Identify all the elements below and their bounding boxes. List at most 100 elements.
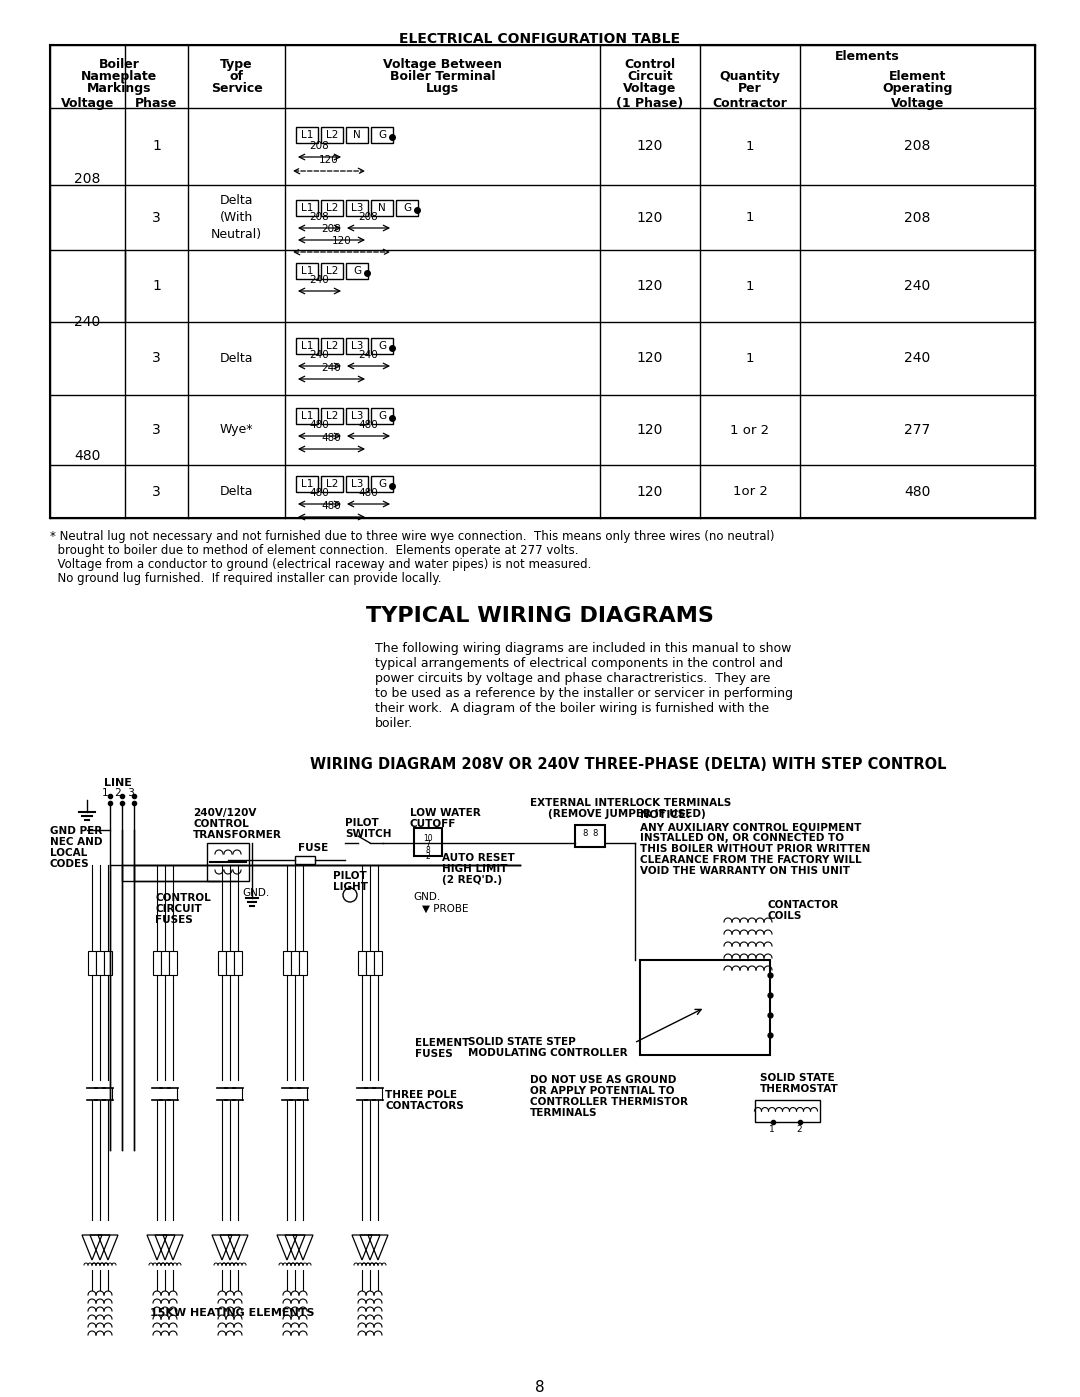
Text: 1: 1 xyxy=(746,279,754,292)
Text: 1 or 2: 1 or 2 xyxy=(730,423,770,436)
Text: G: G xyxy=(378,411,386,420)
Text: Type: Type xyxy=(220,59,253,71)
Text: 10: 10 xyxy=(423,834,433,842)
Text: 3: 3 xyxy=(152,485,161,499)
Text: L3: L3 xyxy=(351,203,363,212)
Text: 240: 240 xyxy=(322,363,341,373)
Text: Control: Control xyxy=(624,59,676,71)
Bar xyxy=(374,951,382,975)
Bar xyxy=(346,263,368,279)
Text: L2: L2 xyxy=(326,203,338,212)
Text: 15KW HEATING ELEMENTS: 15KW HEATING ELEMENTS xyxy=(150,1308,314,1317)
Text: INSTALLED ON, OR CONNECTED TO: INSTALLED ON, OR CONNECTED TO xyxy=(640,833,843,842)
Text: THIS BOILER WITHOUT PRIOR WRITTEN: THIS BOILER WITHOUT PRIOR WRITTEN xyxy=(640,844,870,854)
Text: 240: 240 xyxy=(310,275,329,285)
Text: 120: 120 xyxy=(637,140,663,154)
Bar xyxy=(366,951,374,975)
Bar xyxy=(226,951,234,975)
Text: Phase: Phase xyxy=(135,96,178,110)
Text: * Neutral lug not necessary and not furnished due to three wire wye connection. : * Neutral lug not necessary and not furn… xyxy=(50,529,774,543)
Bar xyxy=(346,127,368,142)
Text: Voltage: Voltage xyxy=(60,96,114,110)
Text: 480: 480 xyxy=(75,450,100,464)
Text: L3: L3 xyxy=(351,479,363,489)
Text: CLEARANCE FROM THE FACTORY WILL: CLEARANCE FROM THE FACTORY WILL xyxy=(640,855,862,865)
Text: ELEMENT: ELEMENT xyxy=(415,1038,470,1048)
Text: CODES: CODES xyxy=(50,859,90,869)
Text: N: N xyxy=(353,130,361,140)
Bar xyxy=(321,263,343,279)
Text: CONTROL: CONTROL xyxy=(193,819,248,828)
Text: 208: 208 xyxy=(322,224,341,235)
Bar xyxy=(296,408,318,425)
Bar xyxy=(372,476,393,492)
Text: 240: 240 xyxy=(310,351,329,360)
Text: 120: 120 xyxy=(637,211,663,225)
Text: 3: 3 xyxy=(152,211,161,225)
Text: of: of xyxy=(229,70,243,82)
Bar xyxy=(321,408,343,425)
Text: CONTACTOR: CONTACTOR xyxy=(768,900,839,909)
Text: L2: L2 xyxy=(326,265,338,277)
Text: LINE: LINE xyxy=(104,778,132,788)
Text: 480: 480 xyxy=(359,488,378,497)
Bar xyxy=(346,338,368,353)
Text: CONTACTORS: CONTACTORS xyxy=(384,1101,463,1111)
Text: 2: 2 xyxy=(796,1125,801,1134)
Text: THERMOSTAT: THERMOSTAT xyxy=(760,1084,839,1094)
Text: L3: L3 xyxy=(351,341,363,351)
Text: Operating: Operating xyxy=(882,82,953,95)
Text: L1: L1 xyxy=(301,411,313,420)
Text: 8: 8 xyxy=(536,1380,544,1396)
Text: L1: L1 xyxy=(301,479,313,489)
Text: Wye*: Wye* xyxy=(219,423,253,436)
Text: 480: 480 xyxy=(359,420,378,430)
Text: 208: 208 xyxy=(359,212,378,222)
Text: 8: 8 xyxy=(592,828,597,837)
Text: Nameplate: Nameplate xyxy=(81,70,157,82)
Text: Per: Per xyxy=(738,82,761,95)
Bar xyxy=(283,951,291,975)
Text: G: G xyxy=(378,479,386,489)
Text: G: G xyxy=(403,203,411,212)
Text: SOLID STATE: SOLID STATE xyxy=(760,1073,835,1083)
Text: GND PER: GND PER xyxy=(50,826,103,835)
Text: L3: L3 xyxy=(351,411,363,420)
Text: G: G xyxy=(378,130,386,140)
Text: NEC AND: NEC AND xyxy=(50,837,103,847)
Text: 480: 480 xyxy=(310,488,329,497)
Text: L2: L2 xyxy=(326,411,338,420)
Text: VOID THE WARRANTY ON THIS UNIT: VOID THE WARRANTY ON THIS UNIT xyxy=(640,866,850,876)
Text: AUTO RESET: AUTO RESET xyxy=(442,854,515,863)
Text: to be used as a reference by the installer or servicer in performing: to be used as a reference by the install… xyxy=(375,687,793,700)
Bar xyxy=(161,951,168,975)
Text: 208: 208 xyxy=(904,211,931,225)
Text: 120: 120 xyxy=(637,352,663,366)
Bar xyxy=(372,338,393,353)
Bar xyxy=(296,200,318,217)
Bar xyxy=(295,856,315,863)
Text: Delta: Delta xyxy=(219,352,253,365)
Text: 240: 240 xyxy=(904,279,931,293)
Text: PILOT: PILOT xyxy=(333,870,367,882)
Text: FUSES: FUSES xyxy=(156,915,192,925)
Bar xyxy=(207,842,249,882)
Text: L2: L2 xyxy=(326,130,338,140)
Text: 240: 240 xyxy=(904,352,931,366)
Bar xyxy=(153,951,161,975)
Text: 3: 3 xyxy=(152,423,161,437)
Text: LOW WATER: LOW WATER xyxy=(410,807,481,819)
Bar xyxy=(372,200,393,217)
Text: 480: 480 xyxy=(904,485,931,499)
Text: Element: Element xyxy=(889,70,946,82)
Text: WIRING DIAGRAM 208V OR 240V THREE-PHASE (DELTA) WITH STEP CONTROL: WIRING DIAGRAM 208V OR 240V THREE-PHASE … xyxy=(310,757,946,773)
Text: 120: 120 xyxy=(637,423,663,437)
Bar xyxy=(321,476,343,492)
Text: 7: 7 xyxy=(426,840,431,849)
Text: SWITCH: SWITCH xyxy=(345,828,391,840)
Text: 480: 480 xyxy=(322,433,341,443)
Bar xyxy=(296,263,318,279)
Text: FUSES: FUSES xyxy=(415,1049,453,1059)
Text: Voltage: Voltage xyxy=(623,82,677,95)
Text: CIRCUIT: CIRCUIT xyxy=(156,904,202,914)
